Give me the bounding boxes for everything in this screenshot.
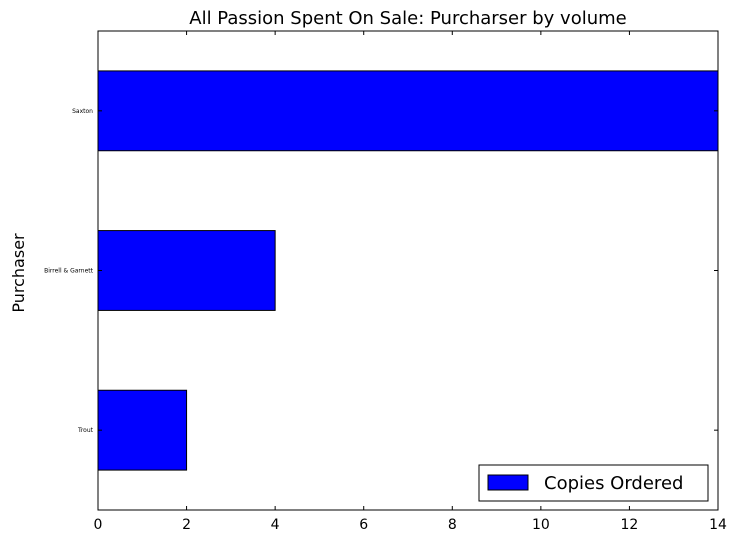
x-axis-ticks: 0 2 4 6 8 10 12 14 [94,31,727,533]
bar-trout [97,389,188,471]
x-tick-label: 0 [94,517,103,533]
y-tick-label: Trout [77,427,94,434]
y-tick-label: Birrell & Garnett [44,268,94,275]
y-tick-label: Saxton [72,108,93,115]
x-tick-label: 12 [621,517,639,533]
y-axis-label: Purchaser [9,233,28,313]
y-axis-ticks: Trout Birrell & Garnett Saxton [44,108,718,434]
x-tick-label: 2 [182,517,191,533]
bars-group [97,70,719,471]
x-tick-label: 14 [709,517,727,533]
bar-birrell-garnett [97,230,276,311]
x-tick-label: 6 [359,517,368,533]
legend-swatch [487,474,529,491]
chart-title: All Passion Spent On Sale: Purcharser by… [189,8,626,29]
legend: Copies Ordered [478,464,709,502]
bar-saxton [97,70,719,152]
x-tick-label: 4 [271,517,280,533]
legend-label: Copies Ordered [544,473,683,494]
x-tick-label: 8 [448,517,457,533]
x-tick-label: 10 [532,517,550,533]
